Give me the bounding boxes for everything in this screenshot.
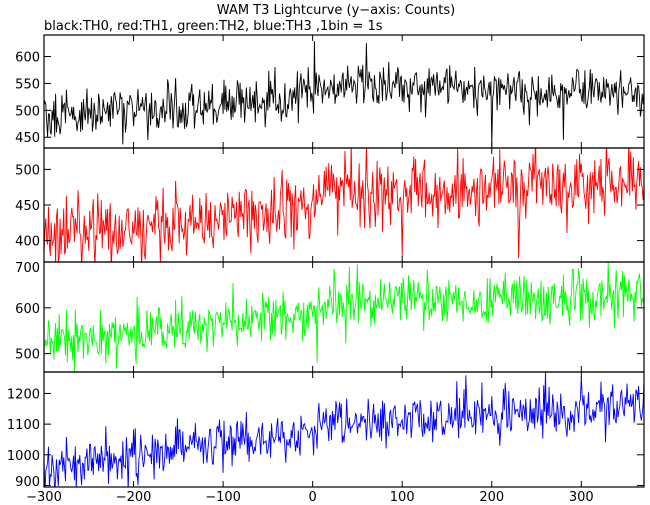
chart-title: WAM T3 Lightcurve (y−axis: Counts) xyxy=(217,3,455,18)
y-tick-label: 450 xyxy=(15,131,40,146)
y-tick-label: 1000 xyxy=(7,449,40,464)
x-tick-label: 200 xyxy=(479,490,504,505)
y-tick-label: 550 xyxy=(15,77,40,92)
series-line-th3 xyxy=(44,372,644,487)
y-tick-label: 1200 xyxy=(7,387,40,402)
y-tick-label: 500 xyxy=(15,163,40,178)
panel-frame xyxy=(43,261,645,373)
panel-th1: 400 450 500 xyxy=(15,147,645,263)
x-tick-label: 0 xyxy=(309,490,317,505)
x-tick-label: −200 xyxy=(116,490,152,505)
y-tick-label: 500 xyxy=(15,104,40,119)
y-tick-label: 700 xyxy=(15,261,40,276)
x-axis: −300 −200 −100 0 100 200 300 xyxy=(26,490,594,505)
y-tick-label: 500 xyxy=(15,348,40,363)
y-tick-label: 450 xyxy=(15,199,40,214)
y-tick-label: 600 xyxy=(15,302,40,317)
x-tick-label: −100 xyxy=(205,490,241,505)
panel-frame xyxy=(43,371,645,488)
panel-th0: 450 500 550 600 xyxy=(15,34,645,149)
y-tick-label: 1100 xyxy=(7,418,40,433)
y-tick-label: 400 xyxy=(15,235,40,250)
panel-th3: 900 1000 1100 1200 xyxy=(7,371,645,490)
panel-th2: 500 600 700 xyxy=(15,261,645,373)
chart-subtitle: black:TH0, red:TH1, green:TH2, blue:TH3 … xyxy=(44,19,383,34)
panels-group: 450 500 550 600 400 450 500 500 600 700 900 1000 110… xyxy=(7,34,645,490)
x-tick-label: 300 xyxy=(569,490,594,505)
series-line-th2 xyxy=(44,262,644,372)
y-tick-label: 900 xyxy=(15,475,40,490)
x-tick-label: 100 xyxy=(390,490,415,505)
series-line-th0 xyxy=(44,41,644,147)
x-tick-label: −300 xyxy=(26,490,62,505)
series-line-th1 xyxy=(44,148,644,262)
y-tick-label: 600 xyxy=(15,51,40,66)
